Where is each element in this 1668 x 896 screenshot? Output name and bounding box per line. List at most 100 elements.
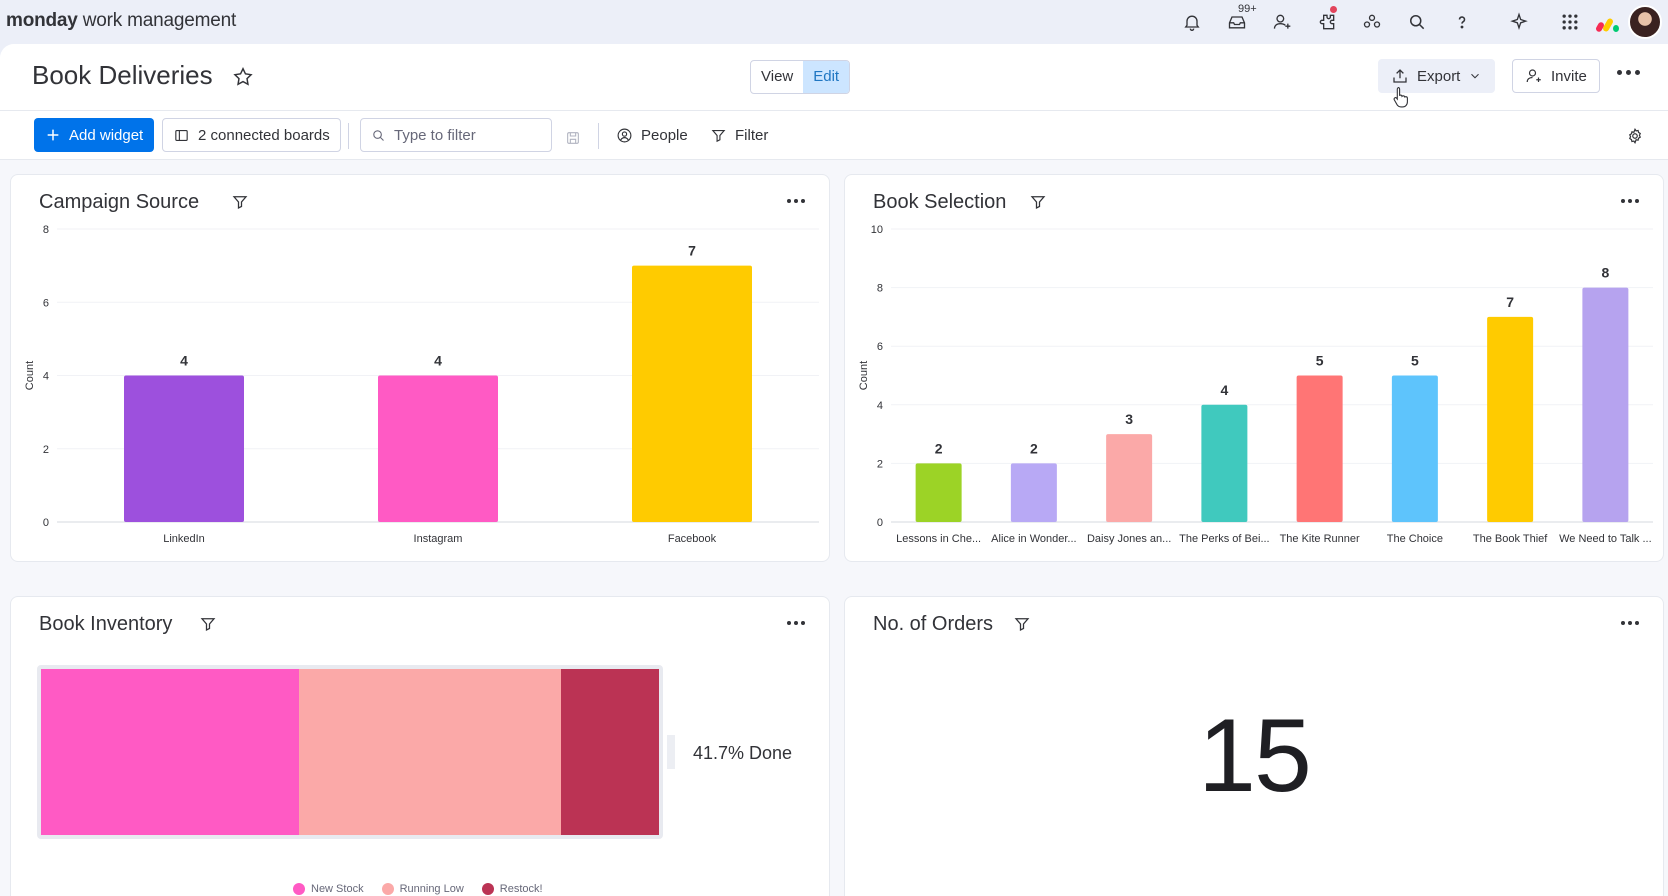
campaign-source-chart: 0 2 4 6 8 Count 4 LinkedIn 4 Instagram 7 Facebook [24, 224, 819, 545]
legend-dot [293, 883, 305, 895]
search-icon[interactable] [1394, 4, 1439, 40]
apps-marketplace-icon[interactable] [1304, 4, 1349, 40]
widget-filter-icon[interactable] [1013, 615, 1031, 633]
y-tick-label: 6 [877, 341, 883, 353]
legend-item[interactable]: New Stock [293, 883, 364, 895]
monday-products-icon[interactable] [1592, 4, 1628, 40]
widget-more-icon[interactable] [1621, 199, 1639, 203]
save-view-icon[interactable] [565, 130, 581, 146]
view-edit-toggle: View Edit [750, 60, 851, 94]
inventory-segment[interactable] [41, 669, 299, 835]
invite-members-icon[interactable] [1259, 4, 1304, 40]
toolbar-divider [348, 123, 349, 149]
top-bar: monday work management 99+ [0, 0, 1668, 44]
y-tick-label: 8 [43, 224, 49, 236]
x-tick-label: Alice in Wonder... [991, 533, 1076, 545]
legend-item[interactable]: Restock! [481, 883, 543, 895]
favorite-star-icon[interactable] [232, 66, 254, 88]
people-filter-button[interactable]: People [606, 118, 698, 152]
user-avatar[interactable] [1628, 5, 1662, 39]
book-inventory-widget: Book Inventory 41.7% Done New Stock Runni… [10, 596, 830, 896]
widget-more-icon[interactable] [1621, 621, 1639, 625]
y-tick-label: 0 [877, 517, 883, 529]
filter-label: Filter [735, 126, 769, 144]
marketplace-dot [1330, 6, 1337, 13]
settings-gear-icon[interactable] [1626, 127, 1644, 145]
bar-value-label: 7 [1506, 294, 1514, 310]
bar [378, 375, 498, 522]
widget-more-icon[interactable] [787, 199, 805, 203]
person-circle-icon [617, 128, 632, 142]
search-icon [373, 129, 384, 141]
add-person-icon [1526, 69, 1541, 83]
bar-value-label: 3 [1125, 411, 1133, 427]
notifications-bell-icon[interactable] [1169, 4, 1214, 40]
monday-logo-icon [1594, 12, 1623, 33]
done-percentage: 41.7% Done [693, 743, 793, 763]
bar-value-label: 4 [180, 353, 188, 369]
invite-button[interactable]: Invite [1512, 59, 1600, 93]
ai-sparkle-icon[interactable] [1496, 4, 1541, 40]
app-switcher-grid-icon[interactable] [1547, 4, 1592, 40]
x-tick-label: Lessons in Che... [896, 533, 981, 545]
x-tick-label: The Choice [1387, 533, 1443, 545]
dashboard-toolbar: Add widget 2 connected boards People Fil… [0, 110, 1668, 160]
widget-filter-icon[interactable] [199, 615, 217, 633]
y-tick-label: 2 [43, 444, 49, 456]
y-tick-label: 6 [43, 297, 49, 309]
filter-input[interactable] [394, 126, 534, 144]
filter-button[interactable]: Filter [700, 118, 778, 152]
bar-value-label: 7 [688, 243, 696, 259]
edit-mode-button[interactable]: Edit [803, 61, 850, 93]
top-icons: 99+ [1169, 3, 1662, 40]
widget-more-icon[interactable] [787, 621, 805, 625]
bar-value-label: 2 [935, 440, 943, 456]
battery-tab [667, 735, 675, 769]
legend-dot [381, 883, 394, 895]
connected-boards-button[interactable]: 2 connected boards [162, 118, 341, 152]
bar [915, 463, 962, 522]
widget-filter-icon[interactable] [1029, 193, 1047, 211]
y-tick-label: 4 [877, 400, 883, 412]
bar [1391, 375, 1438, 522]
bar [1296, 375, 1343, 522]
x-tick-label: We Need to Talk ... [1559, 533, 1652, 545]
help-icon[interactable] [1439, 4, 1484, 40]
bar-value-label: 8 [1601, 265, 1609, 281]
export-button[interactable]: Export [1378, 59, 1496, 93]
inventory-segment[interactable] [561, 669, 659, 835]
y-tick-label: 4 [43, 371, 49, 383]
widget-filter-icon[interactable] [231, 193, 249, 211]
x-tick-label: The Perks of Bei... [1179, 533, 1269, 545]
legend-dot [481, 883, 494, 895]
bar [1106, 434, 1153, 522]
y-axis-label: Count [858, 361, 870, 390]
inbox-icon[interactable]: 99+ [1214, 3, 1259, 40]
widget-title: No. of Orders [873, 613, 994, 635]
x-tick-label: LinkedIn [163, 533, 205, 545]
add-widget-label: Add widget [69, 126, 144, 144]
export-upload-icon [1393, 69, 1407, 83]
bar-value-label: 4 [434, 353, 442, 369]
inventory-battery-bar [37, 665, 663, 839]
toolbar-divider [598, 123, 599, 149]
add-widget-button[interactable]: Add widget [34, 118, 155, 152]
app-logo[interactable]: monday work management [6, 10, 237, 31]
inventory-segment[interactable] [298, 669, 562, 835]
bar-value-label: 4 [1220, 382, 1228, 398]
invite-label: Invite [1551, 67, 1587, 85]
widget-title: Book Selection [873, 191, 1007, 213]
campaign-source-widget: Campaign Source 0 2 4 6 8 Count 4 LinkedIn 4 Inst… [10, 174, 830, 562]
page-title: Book Deliveries [32, 60, 213, 90]
header-more-icon[interactable] [1617, 70, 1640, 75]
legend-item[interactable]: Running Low [381, 883, 464, 895]
view-mode-button[interactable]: View [761, 68, 794, 85]
bar [1487, 316, 1534, 522]
widget-title: Campaign Source [39, 191, 200, 213]
board-icon [175, 129, 188, 141]
inventory-legend: New Stock Running Low Restock! [293, 883, 543, 895]
filter-search-box[interactable] [360, 118, 552, 152]
people-label: People [641, 126, 688, 144]
teams-icon[interactable] [1349, 4, 1394, 40]
y-tick-label: 10 [871, 224, 883, 236]
